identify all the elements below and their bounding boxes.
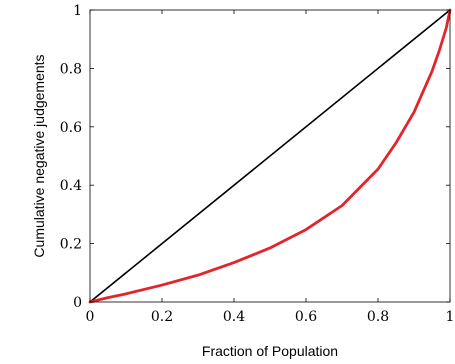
- y-axis-title: Cumulative negative judgements: [31, 54, 47, 257]
- x-tick-label: 0.2: [151, 309, 173, 325]
- axis-ticks: [89, 9, 451, 303]
- lorenz-curve-line: [88, 8, 452, 304]
- x-tick-label: 1: [446, 309, 455, 325]
- y-tick-label: 0.4: [60, 178, 82, 194]
- x-tick-label: 0: [86, 309, 95, 325]
- x-axis-title: Fraction of Population: [202, 343, 338, 359]
- x-tick-label: 0.6: [295, 309, 317, 325]
- plot-area: [88, 8, 452, 304]
- y-tick-label: 0.6: [60, 120, 82, 136]
- y-tick-label: 0.2: [60, 237, 82, 253]
- equality-line: [89, 9, 451, 303]
- y-tick-label: 1: [73, 3, 82, 19]
- x-tick-label: 0.4: [223, 309, 245, 325]
- y-tick-label: 0.8: [60, 61, 82, 77]
- tick-labels: 0 0.2 0.4 0.6 0.8 1 0 0.2 0.4 0.6 0.8 1: [60, 3, 455, 325]
- x-tick-label: 0.8: [367, 309, 389, 325]
- y-tick-label: 0: [73, 295, 82, 311]
- plot-frame: [89, 9, 451, 303]
